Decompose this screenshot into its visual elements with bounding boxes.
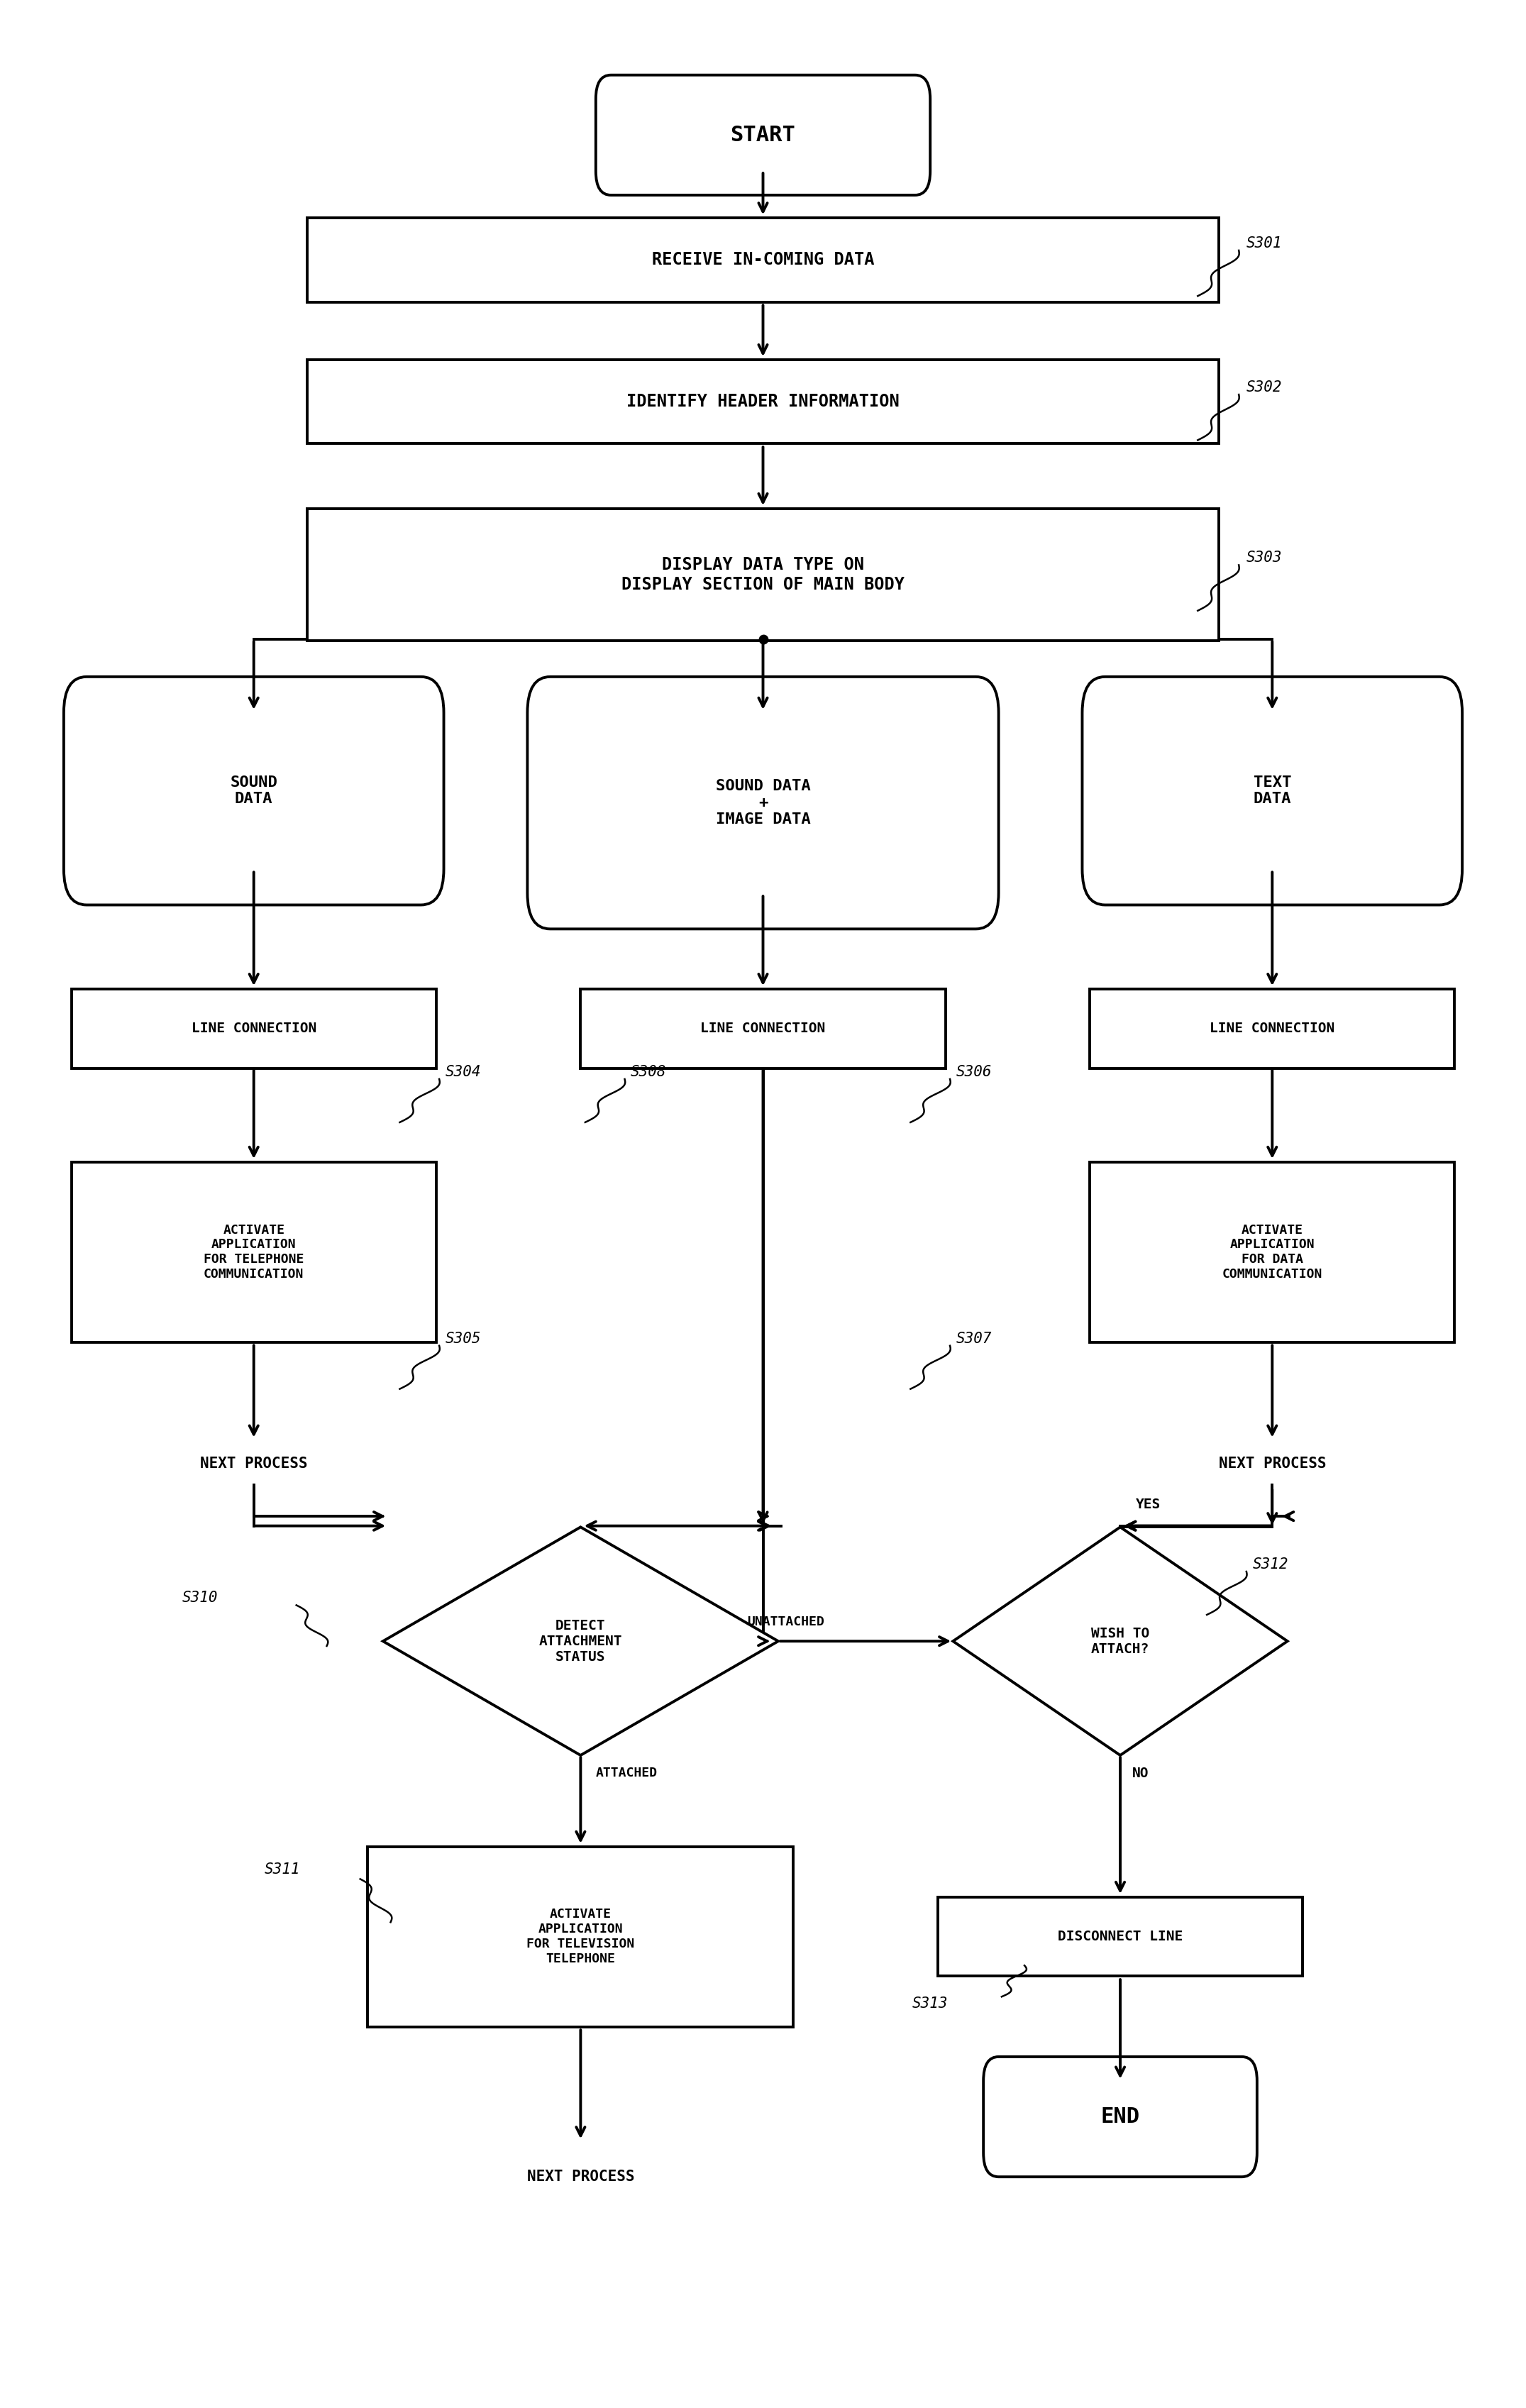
Bar [72,990,436,1069]
Text: S302: S302 [1247,380,1282,395]
Text: YES: YES [1135,1498,1160,1510]
Bar [580,990,946,1069]
Text: S303: S303 [1247,551,1282,566]
Text: S305: S305 [446,1332,481,1346]
Text: S304: S304 [446,1064,481,1079]
Bar [938,1898,1303,1977]
Text: ACTIVATE
APPLICATION
FOR DATA
COMMUNICATION: ACTIVATE APPLICATION FOR DATA COMMUNICAT… [1222,1223,1323,1281]
FancyBboxPatch shape [595,75,931,195]
Text: S307: S307 [957,1332,992,1346]
Bar [368,1847,794,2028]
Text: NEXT PROCESS: NEXT PROCESS [1218,1457,1326,1471]
Bar [307,219,1219,301]
Text: DETECT
ATTACHMENT
STATUS: DETECT ATTACHMENT STATUS [539,1618,623,1664]
Text: DISCONNECT LINE: DISCONNECT LINE [1058,1929,1183,1943]
Text: S313: S313 [913,1996,948,2011]
Bar [1090,1163,1454,1341]
Text: SOUND DATA
+
IMAGE DATA: SOUND DATA + IMAGE DATA [716,780,810,826]
Text: NO: NO [1132,1767,1149,1780]
Text: END: END [1100,2107,1140,2126]
Text: ATTACHED: ATTACHED [595,1767,658,1780]
Text: DISPLAY DATA TYPE ON
DISPLAY SECTION OF MAIN BODY: DISPLAY DATA TYPE ON DISPLAY SECTION OF … [621,556,905,592]
Text: START: START [731,125,795,144]
Text: SOUND
DATA: SOUND DATA [230,775,278,807]
Bar [72,1163,436,1341]
Bar [1090,990,1454,1069]
Text: LINE CONNECTION: LINE CONNECTION [191,1021,316,1035]
FancyBboxPatch shape [1082,677,1462,905]
FancyBboxPatch shape [64,677,444,905]
Text: ACTIVATE
APPLICATION
FOR TELEPHONE
COMMUNICATION: ACTIVATE APPLICATION FOR TELEPHONE COMMU… [203,1223,304,1281]
FancyBboxPatch shape [528,677,998,929]
Text: S308: S308 [630,1064,667,1079]
Polygon shape [954,1527,1288,1755]
Text: NEXT PROCESS: NEXT PROCESS [526,2170,635,2184]
Text: UNATTACHED: UNATTACHED [748,1616,824,1628]
Text: S306: S306 [957,1064,992,1079]
FancyBboxPatch shape [983,2056,1257,2177]
Text: S312: S312 [1253,1558,1288,1572]
Bar [307,508,1219,641]
Text: TEXT
DATA: TEXT DATA [1253,775,1291,807]
Bar [307,359,1219,443]
Text: S310: S310 [182,1592,218,1606]
Text: RECEIVE IN-COMING DATA: RECEIVE IN-COMING DATA [652,250,874,270]
Polygon shape [383,1527,778,1755]
Text: IDENTIFY HEADER INFORMATION: IDENTIFY HEADER INFORMATION [627,393,899,409]
Text: LINE CONNECTION: LINE CONNECTION [1210,1021,1335,1035]
Text: ACTIVATE
APPLICATION
FOR TELEVISION
TELEPHONE: ACTIVATE APPLICATION FOR TELEVISION TELE… [526,1907,635,1965]
Text: WISH TO
ATTACH?: WISH TO ATTACH? [1091,1628,1149,1657]
Text: S311: S311 [264,1861,301,1876]
Text: NEXT PROCESS: NEXT PROCESS [200,1457,308,1471]
Text: LINE CONNECTION: LINE CONNECTION [700,1021,826,1035]
Text: S301: S301 [1247,236,1282,250]
